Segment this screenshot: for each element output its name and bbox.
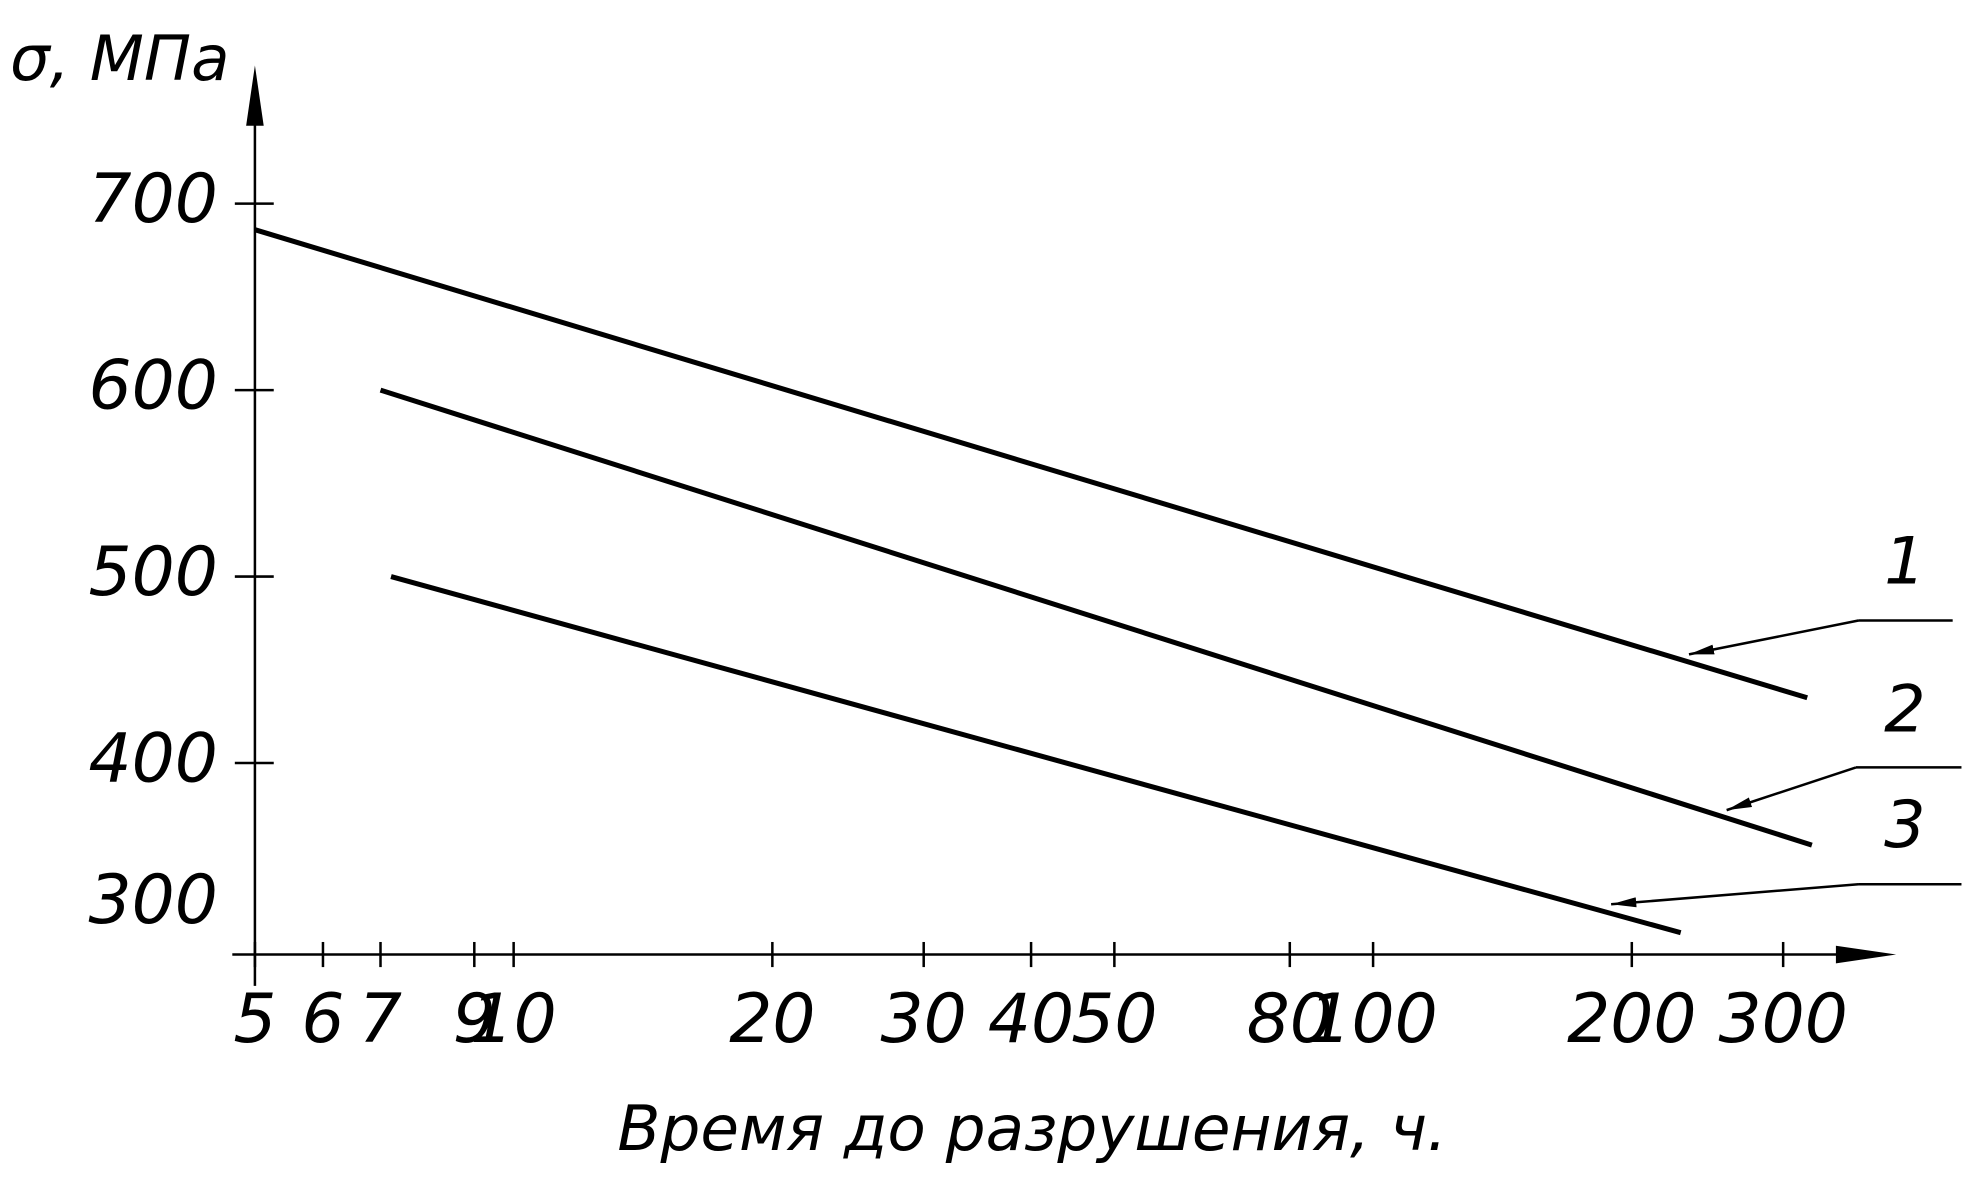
x-tick-label: 300 — [1718, 979, 1847, 1058]
y-tick-label: 600 — [88, 346, 217, 425]
series-line — [390, 574, 1682, 936]
series-line — [254, 227, 1808, 701]
x-tick-label: 20 — [729, 979, 815, 1058]
series-label: 3 — [1884, 787, 1926, 863]
x-tick-label: 80 — [1247, 979, 1333, 1058]
x-tick-label: 5 — [233, 979, 276, 1058]
x-tick-label: 30 — [881, 979, 967, 1058]
x-tick-label: 10 — [470, 979, 556, 1058]
x-tick-label: 100 — [1308, 979, 1437, 1058]
y-tick-label: 300 — [88, 860, 217, 939]
x-tick-label: 50 — [1071, 979, 1157, 1058]
y-tick-label: 700 — [88, 159, 217, 238]
leader-arrow — [1688, 619, 1859, 656]
series-line — [379, 387, 1813, 848]
y-tick-label: 500 — [88, 532, 217, 611]
y-axis-arrow — [246, 65, 264, 126]
leader-arrow — [1726, 766, 1857, 812]
x-tick-label: 9 — [453, 979, 496, 1058]
series-label: 2 — [1884, 671, 1926, 747]
x-tick-label: 200 — [1567, 979, 1696, 1058]
x-tick-label: 40 — [988, 979, 1074, 1058]
x-tick-label: 6 — [301, 979, 344, 1058]
x-axis-title: Время до разрушения, ч. — [617, 1092, 1447, 1165]
y-tick-label: 400 — [88, 719, 217, 798]
y-axis-title: σ, МПа — [10, 22, 230, 95]
leader-arrow — [1611, 882, 1859, 908]
x-tick-label: 7 — [359, 979, 402, 1058]
series-label: 1 — [1884, 523, 1926, 599]
x-axis-arrow — [1835, 945, 1897, 964]
